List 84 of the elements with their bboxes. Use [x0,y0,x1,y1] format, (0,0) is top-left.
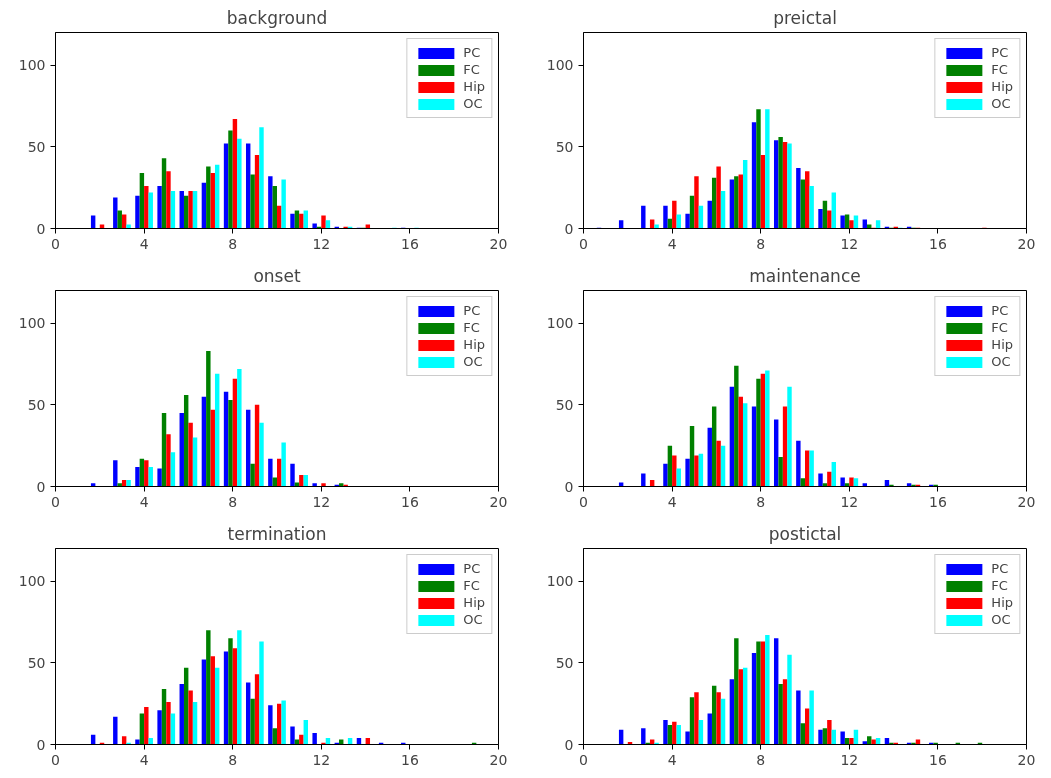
legend-label: OC [463,612,484,627]
x-tick-label: 8 [756,493,766,510]
legend-label: PC [463,45,482,60]
legend-label: PC [463,561,482,576]
y-tick-label: 50 [27,138,46,155]
y-tick-label: 100 [546,573,574,590]
x-tick-label: 20 [489,235,508,252]
x-tick-label: 4 [139,493,149,510]
x-tick-label: 12 [840,751,859,768]
y-tick-label: 100 [18,57,46,74]
x-tick-label: 0 [51,493,60,510]
y-tick-label: 50 [27,654,46,671]
x-tick-label: 4 [667,493,677,510]
chart-title: postictal [768,523,842,544]
legend-label: FC [463,62,481,77]
x-tick-label: 12 [312,235,331,252]
chart-title: onset [253,265,301,286]
y-tick-label: 0 [564,736,574,753]
x-tick-label: 8 [756,235,766,252]
x-tick-label: 12 [840,493,859,510]
legend-label: FC [991,578,1009,593]
chart-title: preictal [773,7,837,28]
x-tick-label: 8 [228,493,238,510]
x-tick-label: 20 [1017,751,1036,768]
chart-title: maintenance [749,265,861,286]
x-tick-label: 4 [139,235,149,252]
legend-label: Hip [991,595,1013,610]
legend-label: FC [463,578,481,593]
x-tick-label: 0 [51,751,60,768]
x-tick-label: 0 [51,235,60,252]
x-tick-label: 8 [228,751,238,768]
y-tick-label: 50 [555,138,574,155]
x-tick-label: 20 [1017,235,1036,252]
y-tick-label: 100 [18,573,46,590]
x-tick-label: 12 [840,235,859,252]
x-tick-label: 0 [579,235,588,252]
x-tick-label: 4 [667,235,677,252]
legend-label: OC [463,354,484,369]
y-tick-label: 50 [555,396,574,413]
legend-label: Hip [991,79,1013,94]
legend-label: PC [991,561,1010,576]
x-tick-label: 12 [312,751,331,768]
y-tick-label: 100 [546,315,574,332]
y-tick-label: 0 [36,478,46,495]
chart-title: background [226,7,328,28]
y-tick-label: 0 [564,478,574,495]
legend-label: OC [991,354,1012,369]
x-tick-label: 4 [139,751,149,768]
x-tick-label: 0 [579,751,588,768]
y-tick-label: 100 [546,57,574,74]
x-tick-label: 4 [667,751,677,768]
x-tick-label: 16 [400,751,419,768]
legend-label: OC [463,96,484,111]
x-tick-label: 16 [928,493,947,510]
legend-label: Hip [991,337,1013,352]
y-tick-label: 50 [555,654,574,671]
x-tick-label: 16 [400,493,419,510]
x-tick-label: 20 [1017,493,1036,510]
x-tick-label: 8 [228,235,238,252]
y-tick-label: 0 [36,220,46,237]
legend-label: Hip [463,595,485,610]
x-tick-label: 20 [489,493,508,510]
y-tick-label: 50 [27,396,46,413]
legend-label: OC [991,96,1012,111]
x-tick-label: 16 [400,235,419,252]
x-tick-label: 16 [928,235,947,252]
legend-label: FC [991,320,1009,335]
legend-label: PC [991,45,1010,60]
legend-label: Hip [463,337,485,352]
legend-label: FC [991,62,1009,77]
legend-label: Hip [463,79,485,94]
legend-label: OC [991,612,1012,627]
legend-label: PC [463,303,482,318]
y-tick-label: 100 [18,315,46,332]
x-tick-label: 16 [928,751,947,768]
chart-title: termination [227,523,327,544]
y-tick-label: 0 [36,736,46,753]
legend-label: FC [463,320,481,335]
y-tick-label: 0 [564,220,574,237]
x-tick-label: 12 [312,493,331,510]
x-tick-label: 0 [579,493,588,510]
legend-label: PC [991,303,1010,318]
x-tick-label: 20 [489,751,508,768]
x-tick-label: 8 [756,751,766,768]
